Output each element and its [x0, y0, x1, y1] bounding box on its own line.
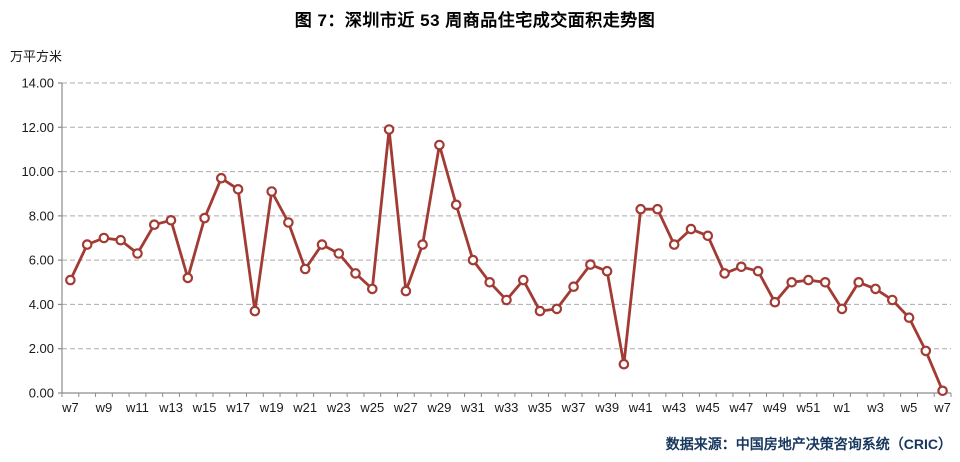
x-tick-label: w33 [494, 400, 519, 415]
data-point [383, 124, 395, 135]
data-point [836, 303, 848, 315]
data-point [450, 199, 462, 211]
data-point [534, 305, 546, 317]
data-point [400, 285, 412, 297]
data-point [266, 186, 277, 197]
x-tick-label: w49 [762, 400, 787, 415]
data-point [98, 232, 110, 244]
x-tick-label: w27 [393, 400, 418, 415]
data-point [702, 230, 714, 242]
data-point [501, 294, 512, 306]
x-tick-labels: w7 w9 w11 w13 w15 w17 w19 w21 w23 w25 w27 w29 w31 w33… [61, 393, 952, 415]
data-point [366, 283, 378, 295]
data-point [803, 274, 814, 286]
data-point [81, 239, 93, 250]
data-point [517, 274, 529, 286]
data-point [870, 283, 881, 295]
x-tick-label: w5 [900, 400, 918, 415]
data-point-markers [65, 124, 948, 397]
data-point [115, 234, 126, 246]
data-point [652, 203, 663, 215]
x-tick-label: w37 [561, 400, 586, 415]
x-tick-label: w43 [661, 400, 686, 415]
x-tick-label: w35 [527, 400, 552, 415]
y-tick-label: 12.00 [21, 120, 54, 135]
data-point [484, 276, 495, 288]
x-tick-label: w21 [292, 400, 317, 415]
x-tick-label: w1 [833, 400, 851, 415]
data-point [165, 215, 177, 226]
y-tick-label: 14.00 [21, 76, 54, 91]
data-point [937, 385, 948, 397]
x-tick-label: w17 [225, 400, 250, 415]
data-point [735, 261, 747, 273]
data-point [635, 203, 646, 215]
x-tick-label: w47 [728, 400, 753, 415]
data-point [199, 212, 210, 224]
x-tick-label: w51 [795, 400, 820, 415]
axes [61, 83, 951, 394]
y-tick-labels: 0.00 2.00 4.00 6.00 8.00 10.00 12.00 14.00 [21, 76, 62, 401]
chart-title: 图 7：深圳市近 53 周商品住宅成交面积走势图 [294, 11, 656, 30]
data-point [350, 268, 361, 279]
data-point [216, 172, 227, 184]
x-tick-label: w39 [594, 400, 619, 415]
y-tick-label: 8.00 [29, 208, 54, 223]
data-point [786, 276, 797, 288]
data-point [434, 139, 445, 151]
x-tick-label: w15 [192, 400, 217, 415]
data-point [467, 254, 479, 266]
data-point [283, 217, 294, 228]
x-tick-label: w7 [61, 400, 79, 415]
y-tick-label: 10.00 [21, 164, 54, 179]
data-point [752, 265, 764, 277]
data-point [65, 274, 76, 286]
data-point [719, 268, 730, 279]
y-tick-label: 0.00 [29, 386, 54, 401]
x-tick-label: w31 [460, 400, 485, 415]
x-tick-label: w7 [933, 400, 951, 415]
y-tick-label: 2.00 [29, 341, 54, 356]
data-point [618, 358, 630, 370]
x-tick-label: w3 [866, 400, 884, 415]
x-tick-label: w9 [95, 400, 113, 415]
data-point [299, 263, 311, 275]
x-tick-label: w41 [628, 400, 653, 415]
data-point [182, 272, 194, 284]
data-point [585, 259, 596, 270]
data-point [551, 303, 563, 315]
x-tick-label: w45 [695, 400, 720, 415]
data-point [853, 276, 864, 288]
data-point [920, 345, 932, 357]
x-tick-label: w23 [326, 400, 351, 415]
data-point [333, 248, 345, 259]
data-point [601, 265, 613, 277]
data-point [903, 312, 915, 323]
data-point [819, 276, 831, 288]
x-tick-label: w11 [125, 400, 149, 415]
data-point [769, 296, 781, 308]
data-point [668, 239, 680, 250]
x-tick-label: w29 [426, 400, 451, 415]
data-point [568, 281, 579, 292]
y-tick-label: 4.00 [29, 297, 54, 312]
y-axis-unit-label: 万平方米 [10, 49, 63, 64]
x-tick-label: w25 [359, 400, 384, 415]
data-point [886, 294, 898, 306]
data-point [232, 184, 244, 195]
x-tick-label: w13 [158, 400, 183, 415]
data-point [316, 239, 328, 250]
data-point [149, 219, 160, 230]
y-tick-label: 6.00 [29, 253, 54, 268]
y-gridlines [62, 82, 951, 350]
data-point [685, 223, 697, 235]
data-point [249, 305, 261, 317]
data-point [132, 248, 143, 259]
x-tick-label: w19 [259, 400, 284, 415]
data-source-note: 数据来源：中国房地产决策咨询系统（CRIC） [665, 436, 952, 452]
data-point [417, 239, 428, 250]
